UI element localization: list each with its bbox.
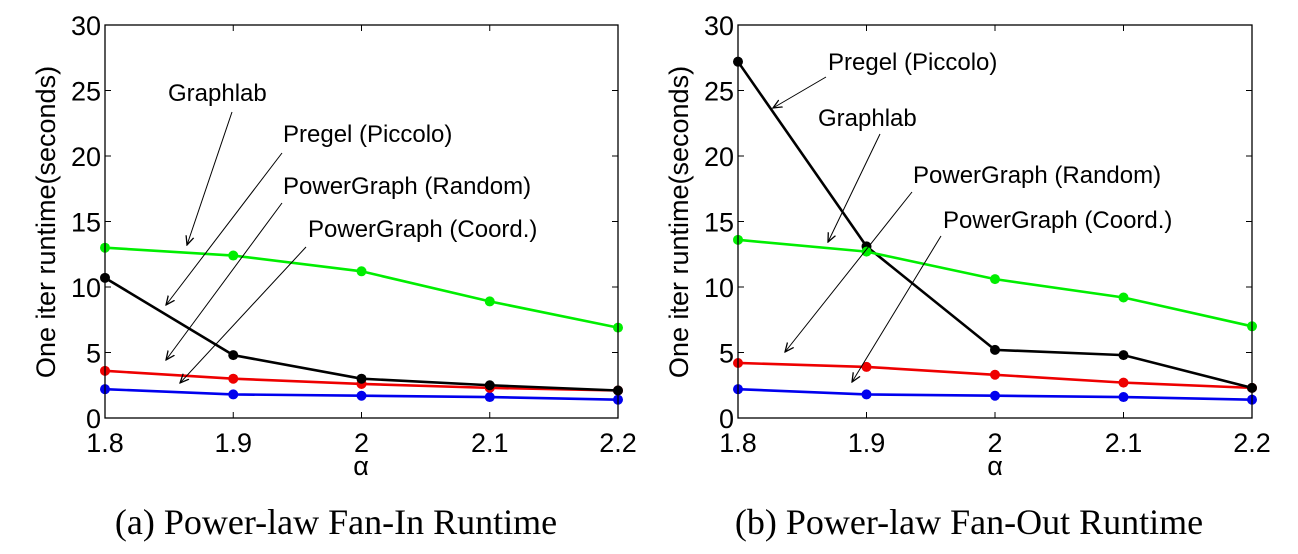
series-graphlab: [100, 242, 623, 333]
annotation-arrow-powergraph-random: [166, 202, 283, 360]
annotation-arrow-graphlab: [828, 133, 881, 242]
y-tick-label: 0: [86, 404, 101, 434]
data-point: [356, 390, 367, 401]
annotation-arrow-graphlab: [187, 111, 233, 245]
series-lines: [100, 242, 623, 405]
y-tick-label: 20: [704, 142, 734, 172]
y-tick-label: 5: [86, 339, 101, 369]
annotation-arrow-pregel: [773, 76, 827, 108]
data-point: [1118, 292, 1129, 303]
y-axis-title: One iter runtime(seconds): [31, 66, 61, 378]
annotation-pregel: Pregel (Piccolo): [828, 49, 997, 76]
data-point: [990, 274, 1000, 285]
annotation-powergraph-coord: PowerGraph (Coord.): [943, 207, 1172, 234]
y-tick-label: 5: [719, 339, 734, 369]
series-line: [104, 246, 619, 329]
data-point: [228, 389, 239, 400]
caption: (a) Power-law Fan-In Runtime: [115, 502, 557, 542]
series-powergraph-coord: [733, 384, 1257, 405]
y-tick-label: 10: [71, 273, 101, 303]
y-tick-label: 20: [71, 142, 101, 172]
x-tick-label: 2.1: [471, 428, 509, 458]
annotation-powergraph-coord: PowerGraph (Coord.): [308, 216, 537, 243]
series-pregel-piccolo: [100, 272, 623, 396]
annotation-powergraph-random: PowerGraph (Random): [913, 162, 1161, 189]
x-tick-label: 1.9: [848, 428, 886, 458]
annotations: Graphlab Pregel (Piccolo) PowerGraph (Ra…: [166, 80, 537, 383]
x-tick-label: 2: [987, 428, 1002, 458]
x-tick-label: 2.2: [599, 428, 637, 458]
y-tick-label: 30: [71, 11, 101, 41]
y-tick-label: 0: [719, 404, 734, 434]
series-lines: [733, 56, 1257, 405]
series-graphlab: [733, 234, 1257, 332]
y-tick-label: 10: [704, 273, 734, 303]
data-point: [356, 373, 367, 384]
ticks: 1.8 1.9 2 2.1 2.2 0 5 10 15 20 25 30: [71, 11, 637, 458]
x-axis-title: α: [987, 451, 1003, 481]
annotation-arrow-powergraph-coord: [180, 246, 307, 383]
data-point: [990, 344, 1000, 355]
x-tick-label: 1.8: [719, 428, 757, 458]
y-axis-title: One iter runtime(seconds): [664, 66, 694, 378]
annotation-pregel: Pregel (Piccolo): [283, 121, 452, 148]
plot-frame: [737, 24, 1253, 419]
x-tick-label: 2: [354, 428, 369, 458]
data-point: [228, 250, 239, 261]
annotation-graphlab: Graphlab: [818, 105, 917, 132]
annotation-arrow-powergraph-random: [785, 191, 913, 352]
data-point: [484, 392, 495, 403]
plot-frame: [104, 24, 619, 419]
x-tick-label: 1.9: [214, 428, 252, 458]
series-pregel-piccolo: [733, 56, 1257, 393]
data-point: [228, 350, 239, 361]
data-point: [1118, 377, 1129, 388]
data-point: [861, 246, 872, 257]
x-tick-label: 2.2: [1233, 428, 1271, 458]
annotations: Pregel (Piccolo) Graphlab PowerGraph (Ra…: [773, 49, 1172, 382]
data-point: [861, 361, 872, 372]
annotation-powergraph-random: PowerGraph (Random): [283, 173, 531, 200]
data-point: [990, 390, 1000, 401]
annotation-graphlab: Graphlab: [168, 80, 267, 107]
caption: (b) Power-law Fan-Out Runtime: [735, 502, 1203, 542]
series-powergraph-random: [733, 357, 1257, 393]
series-powergraph-coord: [100, 384, 623, 405]
y-tick-label: 30: [704, 11, 734, 41]
y-tick-label: 25: [71, 77, 101, 107]
y-tick-label: 25: [704, 77, 734, 107]
data-point: [228, 373, 239, 384]
y-tick-label: 15: [71, 208, 101, 238]
y-tick-label: 15: [704, 208, 734, 238]
x-tick-label: 2.1: [1105, 428, 1143, 458]
ticks: 1.8 1.9 2 2.1 2.2 0 5 10 15 20 25 30: [704, 11, 1271, 458]
x-tick-label: 1.8: [86, 428, 124, 458]
chart-panel-a: One iter runtime(seconds) α (a) Power-la…: [31, 11, 637, 542]
x-axis-title: α: [353, 451, 369, 481]
data-point: [990, 369, 1000, 380]
chart-panel-b: One iter runtime(seconds) α (b) Power-la…: [664, 11, 1271, 542]
annotation-arrow-powergraph-coord: [852, 235, 942, 382]
series-line: [104, 276, 619, 392]
data-point: [1118, 350, 1129, 361]
data-point: [356, 266, 367, 277]
data-point: [1118, 392, 1129, 403]
annotation-arrow-pregel: [166, 152, 283, 305]
data-point: [484, 380, 495, 391]
data-point: [861, 389, 872, 400]
data-point: [484, 296, 495, 307]
